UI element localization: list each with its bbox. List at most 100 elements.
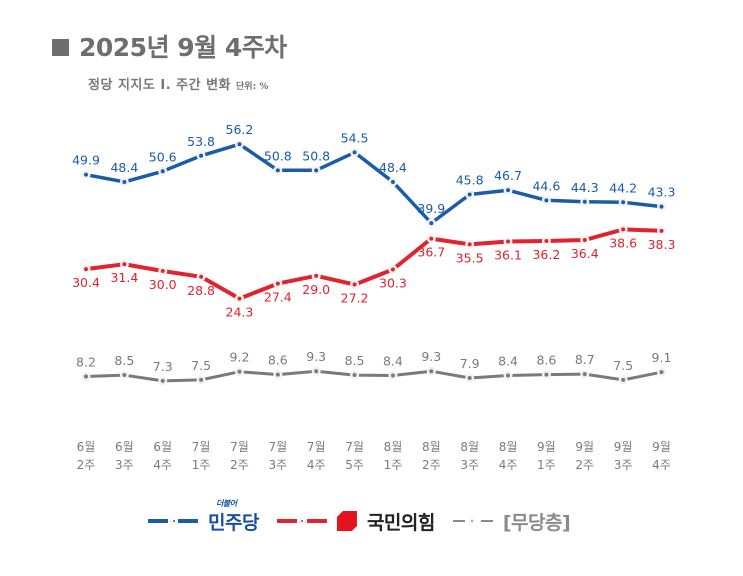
data-label-democratic: 43.3 — [648, 185, 676, 200]
point-dot — [352, 282, 357, 287]
x-tick-week: 4주 — [153, 458, 172, 472]
data-label-independent: 7.5 — [191, 358, 211, 373]
data-point-democratic — [81, 170, 91, 180]
legend-label-democratic: 더불어 민주당 — [208, 499, 259, 535]
data-label-ppp: 28.8 — [187, 283, 215, 298]
x-tick-week: 3주 — [460, 458, 479, 472]
x-tick-month: 7월 — [268, 440, 287, 454]
x-tick-month: 8월 — [384, 440, 403, 454]
data-point-independent — [273, 370, 283, 380]
legend-line-independent-icon — [452, 519, 493, 523]
point-dot — [390, 373, 395, 378]
point-dot — [275, 168, 280, 173]
data-point-democratic — [541, 195, 551, 205]
point-dot — [199, 274, 204, 279]
data-label-ppp: 36.4 — [571, 246, 599, 261]
data-point-democratic — [503, 185, 513, 195]
x-tick-week: 2주 — [77, 458, 96, 472]
data-label-ppp: 27.4 — [264, 290, 292, 305]
point-dot — [314, 273, 319, 278]
data-label-democratic: 46.7 — [494, 168, 522, 183]
point-dot — [506, 373, 511, 378]
data-point-democratic — [580, 197, 590, 207]
legend-line-democratic-icon — [148, 518, 198, 523]
data-point-democratic — [311, 165, 321, 175]
data-label-independent: 8.6 — [536, 353, 556, 368]
data-point-ppp — [426, 234, 436, 244]
data-point-ppp — [158, 266, 168, 276]
data-label-democratic: 48.4 — [379, 160, 407, 175]
data-label-democratic: 50.6 — [149, 149, 177, 164]
legend-text-democratic: 민주당 — [208, 511, 259, 534]
data-point-ppp — [119, 259, 129, 269]
data-point-independent — [465, 373, 475, 383]
data-label-democratic: 45.8 — [456, 173, 484, 188]
data-point-ppp — [541, 236, 551, 246]
data-label-democratic: 39.9 — [417, 201, 445, 216]
data-label-ppp: 36.7 — [417, 245, 445, 260]
data-point-ppp — [388, 265, 398, 275]
data-point-democratic — [350, 147, 360, 157]
x-tick-month: 6월 — [115, 440, 134, 454]
data-label-independent: 7.9 — [460, 356, 480, 371]
x-tick-week: 2주 — [575, 458, 594, 472]
data-label-ppp: 36.2 — [532, 247, 560, 262]
x-tick-week: 2주 — [422, 458, 441, 472]
x-tick-week: 3주 — [614, 458, 633, 472]
point-dot — [314, 168, 319, 173]
point-dot — [659, 204, 664, 209]
data-label-independent: 9.1 — [652, 350, 672, 365]
data-point-democratic — [657, 202, 666, 212]
point-dot — [544, 238, 549, 243]
point-dot — [506, 239, 511, 244]
point-dot — [314, 369, 319, 374]
data-point-independent — [388, 371, 398, 381]
data-point-democratic — [119, 177, 129, 187]
point-dot — [237, 369, 242, 374]
data-point-democratic — [234, 139, 244, 149]
data-point-independent — [657, 367, 666, 377]
data-point-ppp — [311, 271, 321, 281]
chart-title: 2025년 9월 4주차 — [79, 33, 287, 62]
data-point-independent — [426, 366, 436, 376]
data-label-ppp: 36.1 — [494, 247, 522, 262]
point-dot — [199, 153, 204, 158]
series-line-democratic — [85, 142, 662, 225]
title-row: 2025년 9월 4주차 — [52, 28, 287, 64]
point-dot — [122, 262, 127, 267]
x-tick-month: 7월 — [307, 440, 326, 454]
x-tick-week: 3주 — [115, 458, 134, 472]
data-point-independent — [541, 370, 551, 380]
x-tick-week: 2주 — [230, 458, 249, 472]
data-label-ppp: 29.0 — [302, 282, 330, 297]
unit-label: 단위: % — [236, 82, 269, 92]
point-dot — [352, 373, 357, 378]
data-point-independent — [618, 375, 628, 385]
data-point-independent — [196, 375, 206, 385]
data-label-ppp: 35.5 — [456, 250, 484, 265]
point-dot — [582, 238, 587, 243]
data-label-independent: 8.4 — [383, 354, 403, 369]
x-tick-month: 6월 — [77, 440, 96, 454]
data-point-ppp — [465, 239, 475, 249]
x-axis-ticks: 6월 2주 6월 3주 6월 4주 7월 1주 7월 2주 7월 3주 7월 4주 7월 5주 8월 1주 8월 2주… — [77, 440, 671, 472]
data-point-ppp — [234, 294, 244, 304]
x-tick-week: 1주 — [192, 458, 211, 472]
data-point-independent — [234, 367, 244, 377]
data-label-democratic: 48.4 — [110, 160, 138, 175]
x-tick-week: 1주 — [384, 458, 403, 472]
x-tick-month: 7월 — [345, 440, 364, 454]
chart-subtitle: 정당 지지도 Ⅰ. 주간 변화 — [88, 78, 232, 93]
data-label-independent: 8.5 — [345, 353, 365, 368]
x-tick-week: 4주 — [652, 458, 671, 472]
point-dot — [467, 375, 472, 380]
series-points — [81, 139, 666, 386]
x-tick-month: 9월 — [575, 440, 594, 454]
data-label-independent: 8.4 — [498, 354, 518, 369]
data-label-ppp: 31.4 — [110, 270, 138, 285]
point-dot — [429, 221, 434, 226]
data-label-independent: 8.7 — [575, 352, 595, 367]
data-label-independent: 9.3 — [421, 349, 441, 364]
x-tick-week: 4주 — [307, 458, 326, 472]
